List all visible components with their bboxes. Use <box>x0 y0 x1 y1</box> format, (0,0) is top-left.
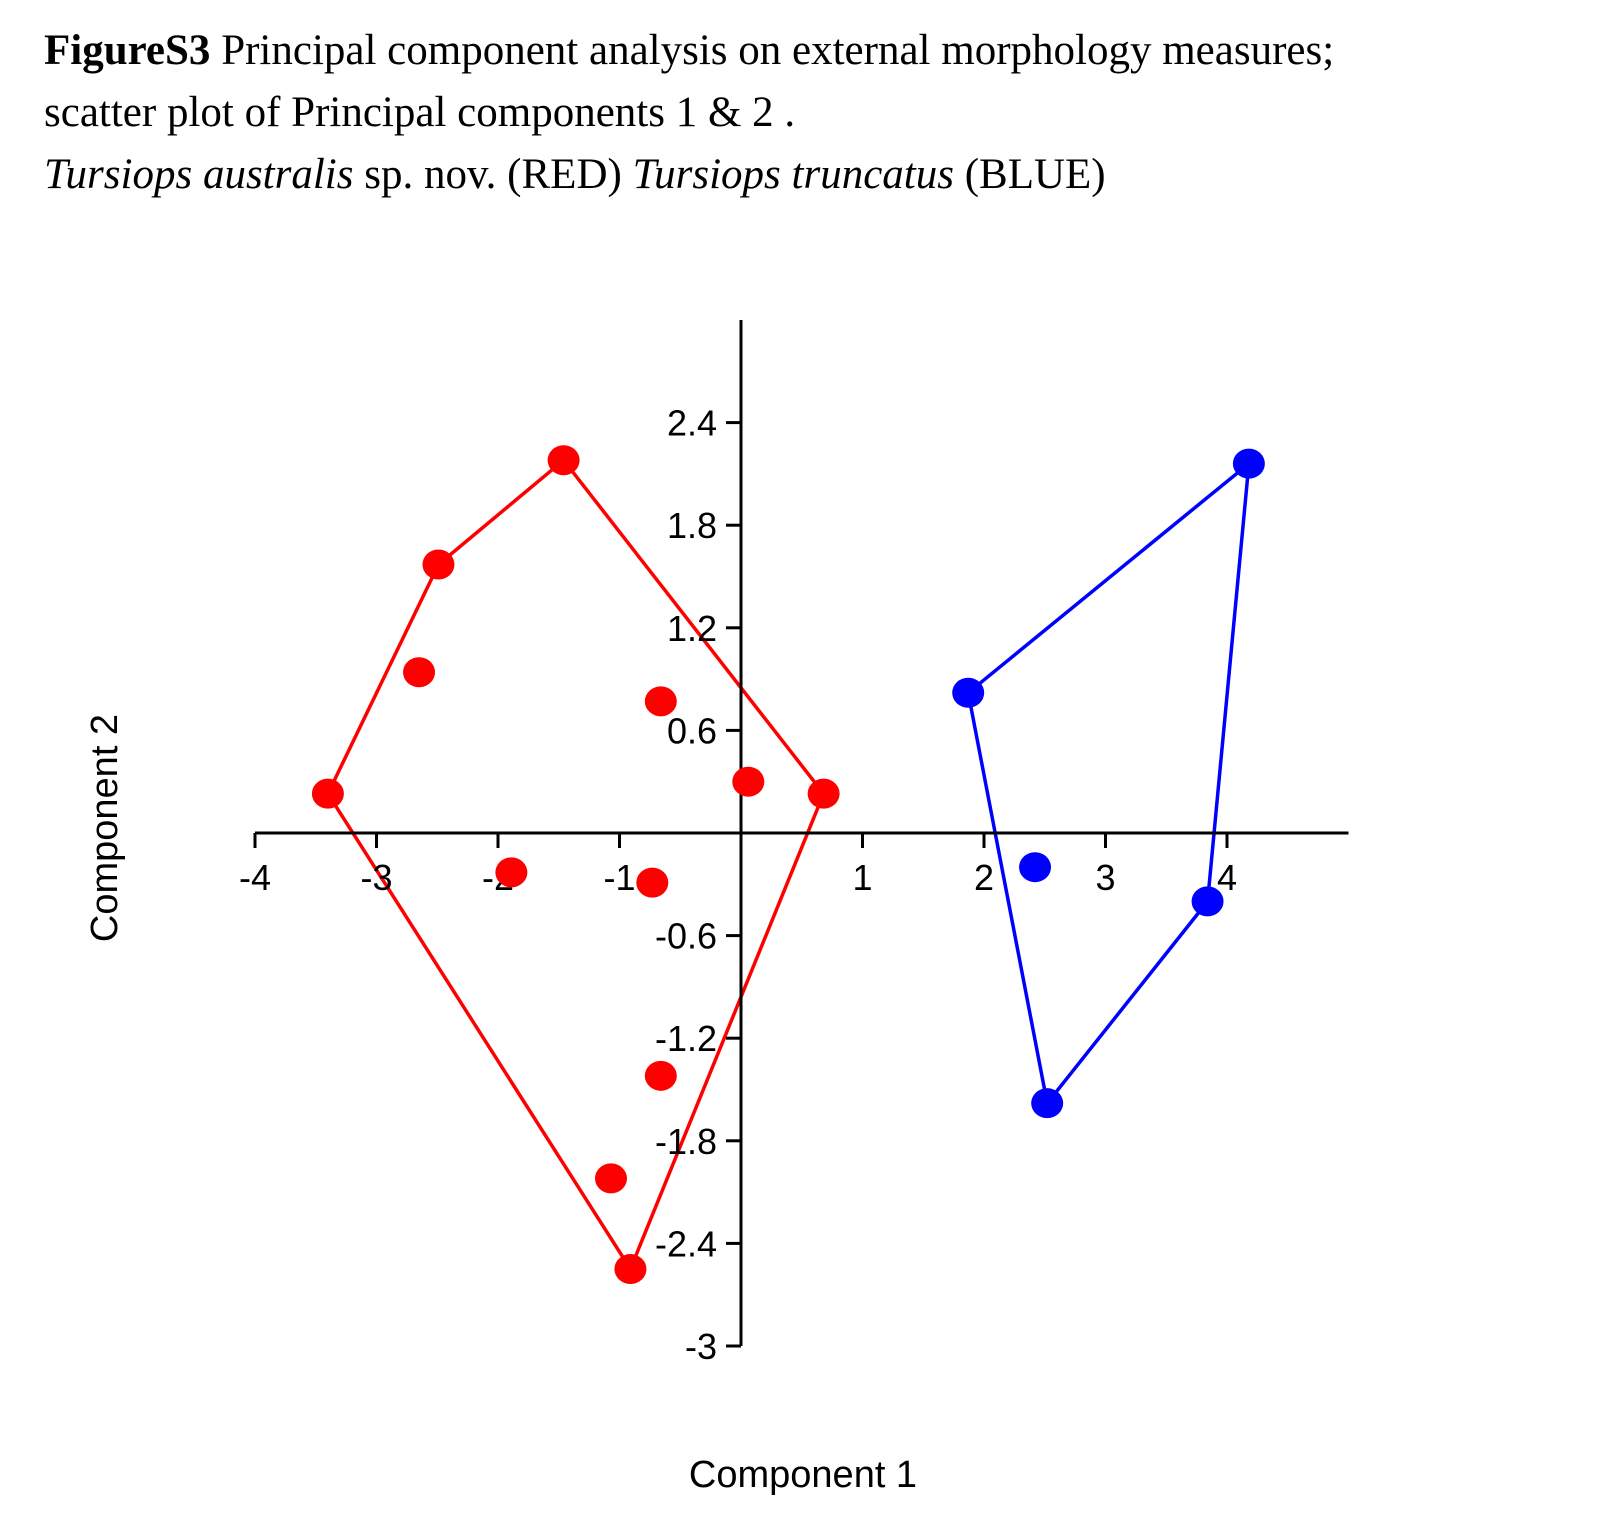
point-blue <box>1232 448 1265 479</box>
x-tick-label: -3 <box>360 857 392 898</box>
caption-red-note: sp. nov. (RED) <box>353 151 633 198</box>
figure-caption: FigureS3 Principal component analysis on… <box>44 20 1584 206</box>
hull-red <box>325 457 826 1273</box>
point-red <box>807 778 840 809</box>
point-red <box>422 549 455 580</box>
y-tick-label: -1.8 <box>655 1121 717 1162</box>
point-blue <box>952 677 985 708</box>
caption-title: Principal component analysis on external… <box>210 27 1335 74</box>
x-tick-label: 3 <box>1095 857 1115 898</box>
point-red <box>594 1163 627 1194</box>
point-blue <box>1031 1088 1064 1119</box>
y-tick-label: 1.2 <box>667 608 717 649</box>
caption-line-3: Tursiops australis sp. nov. (RED) Tursio… <box>44 144 1584 206</box>
point-blue <box>1191 886 1224 917</box>
y-tick-label: 0.6 <box>667 710 717 751</box>
point-red <box>403 657 436 688</box>
point-red <box>495 857 528 888</box>
point-red <box>311 778 344 809</box>
y-tick-label: -1.2 <box>655 1018 717 1059</box>
point-red <box>614 1254 647 1285</box>
axes: -4-3-2-112342.41.81.20.6-0.6-1.2-1.8-2.4… <box>239 320 1349 1367</box>
x-tick-label: 2 <box>974 857 994 898</box>
y-tick-label: 1.8 <box>667 505 717 546</box>
y-axis-label: Component 2 <box>84 714 126 942</box>
x-tick-label: -1 <box>603 857 635 898</box>
x-tick-label: 4 <box>1217 857 1237 898</box>
y-tick-label: -2.4 <box>655 1223 717 1264</box>
y-tick-label: 2.4 <box>667 403 717 444</box>
hull-blue <box>966 459 1252 1108</box>
point-red <box>636 867 669 898</box>
figure-number: FigureS3 <box>44 27 211 74</box>
data-points <box>311 445 1265 1285</box>
x-axis-label: Component 1 <box>689 1454 917 1496</box>
x-tick-label: -4 <box>239 857 271 898</box>
species-australis: Tursiops australis <box>44 151 354 198</box>
x-tick-label: 1 <box>852 857 872 898</box>
species-truncatus: Tursiops truncatus <box>632 151 954 198</box>
y-tick-label: -3 <box>685 1326 717 1367</box>
point-red <box>732 766 765 797</box>
point-red <box>644 686 677 717</box>
caption-blue-note: (BLUE) <box>953 151 1106 198</box>
point-blue <box>1019 852 1052 883</box>
caption-line-2: scatter plot of Principal components 1 &… <box>44 89 796 136</box>
y-tick-label: -0.6 <box>655 916 717 957</box>
caption-line-1: FigureS3 Principal component analysis on… <box>44 20 1584 82</box>
point-red <box>547 445 580 476</box>
point-red <box>644 1060 677 1091</box>
